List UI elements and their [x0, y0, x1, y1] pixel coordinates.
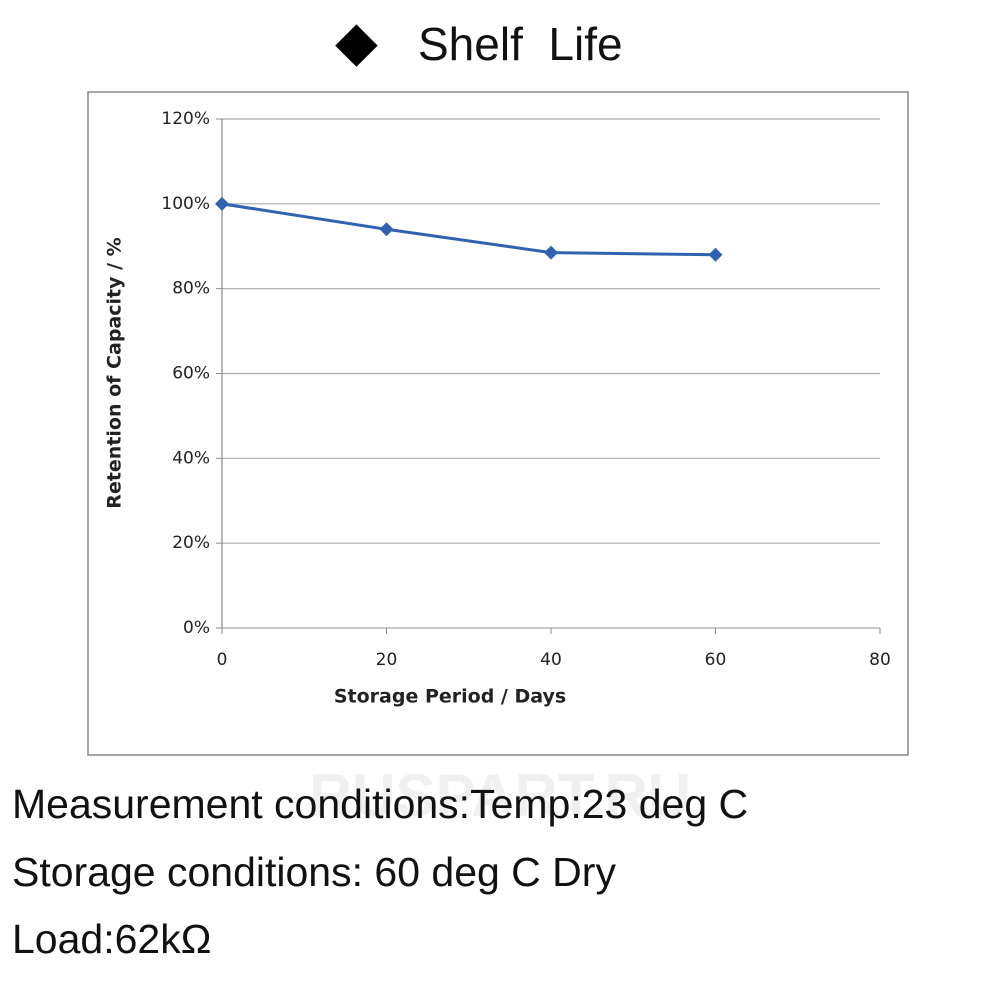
y-tick-label: 20%	[172, 533, 210, 553]
watermark: RUSPART.RU	[309, 762, 691, 829]
x-tick-label: 40	[540, 650, 562, 670]
x-tick-label: 0	[217, 650, 228, 670]
x-tick-label: 20	[376, 650, 398, 670]
y-tick-label: 120%	[161, 109, 210, 129]
y-tick-label: 100%	[161, 194, 210, 214]
data-point	[708, 247, 723, 262]
x-tick-label: 80	[869, 650, 891, 670]
note: Load:62kΩ	[12, 916, 211, 962]
data-line	[221, 202, 716, 257]
x-axis-label: Storage Period / Days	[334, 686, 566, 708]
y-tick-label: 80%	[172, 279, 210, 299]
chart-frame	[87, 91, 909, 756]
title-bullet	[335, 24, 378, 67]
y-tick-label: 0%	[183, 618, 210, 638]
data-point	[544, 245, 558, 260]
y-tick-label: 60%	[172, 364, 210, 384]
x-tick-label: 60	[705, 650, 727, 670]
note: Storage conditions: 60 deg C Dry	[12, 849, 616, 895]
y-axis-label: Retention of Capacity / %	[104, 237, 126, 508]
data-point	[215, 196, 229, 211]
chart-title: Shelf Life	[418, 18, 623, 70]
data-point	[379, 222, 394, 237]
y-tick-label: 40%	[172, 448, 210, 468]
note: Measurement conditions:Temp:23 deg C	[12, 781, 748, 827]
